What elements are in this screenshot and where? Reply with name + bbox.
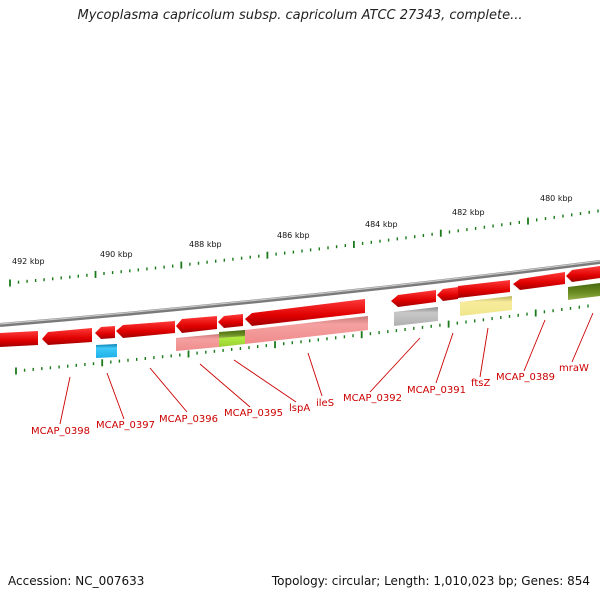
feature-block-olive-mraW[interactable] bbox=[568, 283, 600, 300]
feature-block-yellow-ftsZ[interactable] bbox=[460, 296, 512, 316]
gene-label-ftsZ[interactable]: ftsZ bbox=[471, 378, 490, 389]
gene-arrow-MCAP_0396[interactable] bbox=[116, 321, 175, 338]
gene-arrow-mraW[interactable] bbox=[566, 266, 600, 282]
gene-label-MCAP_0398[interactable]: MCAP_0398 bbox=[31, 426, 90, 437]
gene-arrow-MCAP_0389[interactable] bbox=[513, 272, 565, 290]
gene-arrow-MCAP_0396-small[interactable] bbox=[95, 326, 115, 339]
feature-blocks bbox=[96, 283, 600, 358]
gene-label-MCAP_0389[interactable]: MCAP_0389 bbox=[496, 372, 555, 383]
gene-labels: MCAP_0398 MCAP_0397 MCAP_0396 MCAP_0395 … bbox=[31, 363, 589, 437]
gene-arrow-MCAP_0392[interactable] bbox=[391, 290, 436, 307]
gene-label-MCAP_0391[interactable]: MCAP_0391 bbox=[407, 385, 466, 396]
inner-scale-ticks bbox=[15, 304, 589, 375]
gene-arrow-MCAP_0391[interactable] bbox=[437, 287, 458, 301]
gene-arrow-ftsZ[interactable] bbox=[458, 280, 510, 298]
outer-scale-ticks bbox=[9, 209, 599, 287]
scale-label-484kbp: 484 kbp bbox=[365, 220, 398, 229]
scale-label-488kbp: 488 kbp bbox=[189, 240, 222, 249]
scale-label-480kbp: 480 kbp bbox=[540, 194, 573, 203]
gene-label-MCAP_0397[interactable]: MCAP_0397 bbox=[96, 420, 155, 431]
feature-block-pink-ileS[interactable] bbox=[245, 316, 368, 344]
gene-label-MCAP_0392[interactable]: MCAP_0392 bbox=[343, 393, 402, 404]
gene-arrow-MCAP_0398[interactable] bbox=[0, 331, 38, 347]
gene-label-ileS[interactable]: ileS bbox=[316, 398, 334, 409]
scale-label-492kbp: 492 kbp bbox=[12, 257, 45, 266]
map-title: Mycoplasma capricolum subsp. capricolum … bbox=[77, 8, 523, 23]
feature-block-pink-0395[interactable] bbox=[176, 334, 219, 351]
scale-label-486kbp: 486 kbp bbox=[277, 231, 310, 240]
scale-label-490kbp: 490 kbp bbox=[100, 250, 133, 259]
gene-label-MCAP_0396[interactable]: MCAP_0396 bbox=[159, 414, 218, 425]
accession-text: Accession: NC_007633 bbox=[8, 574, 145, 588]
scale-label-482kbp: 482 kbp bbox=[452, 208, 485, 217]
genome-backbone bbox=[0, 260, 600, 327]
gene-label-lspA[interactable]: lspA bbox=[289, 403, 310, 414]
feature-block-grey-0392[interactable] bbox=[394, 307, 438, 326]
genome-stats-text: Topology: circular; Length: 1,010,023 bp… bbox=[271, 574, 590, 588]
scale-labels: 492 kbp 490 kbp 488 kbp 486 kbp 484 kbp … bbox=[12, 194, 573, 266]
gene-label-MCAP_0395[interactable]: MCAP_0395 bbox=[224, 408, 283, 419]
feature-block-olive-lspA[interactable] bbox=[219, 330, 245, 338]
label-leader-lines bbox=[59, 312, 594, 425]
gene-arrows bbox=[0, 266, 600, 347]
gene-label-mraW[interactable]: mraW bbox=[559, 363, 589, 374]
gene-arrow-lspA[interactable] bbox=[218, 314, 243, 328]
gene-arrow-MCAP_0395[interactable] bbox=[176, 316, 217, 333]
feature-block-cyan[interactable] bbox=[96, 344, 117, 358]
gene-arrow-ileS[interactable] bbox=[245, 299, 365, 326]
gene-arrow-MCAP_0397[interactable] bbox=[42, 328, 92, 345]
